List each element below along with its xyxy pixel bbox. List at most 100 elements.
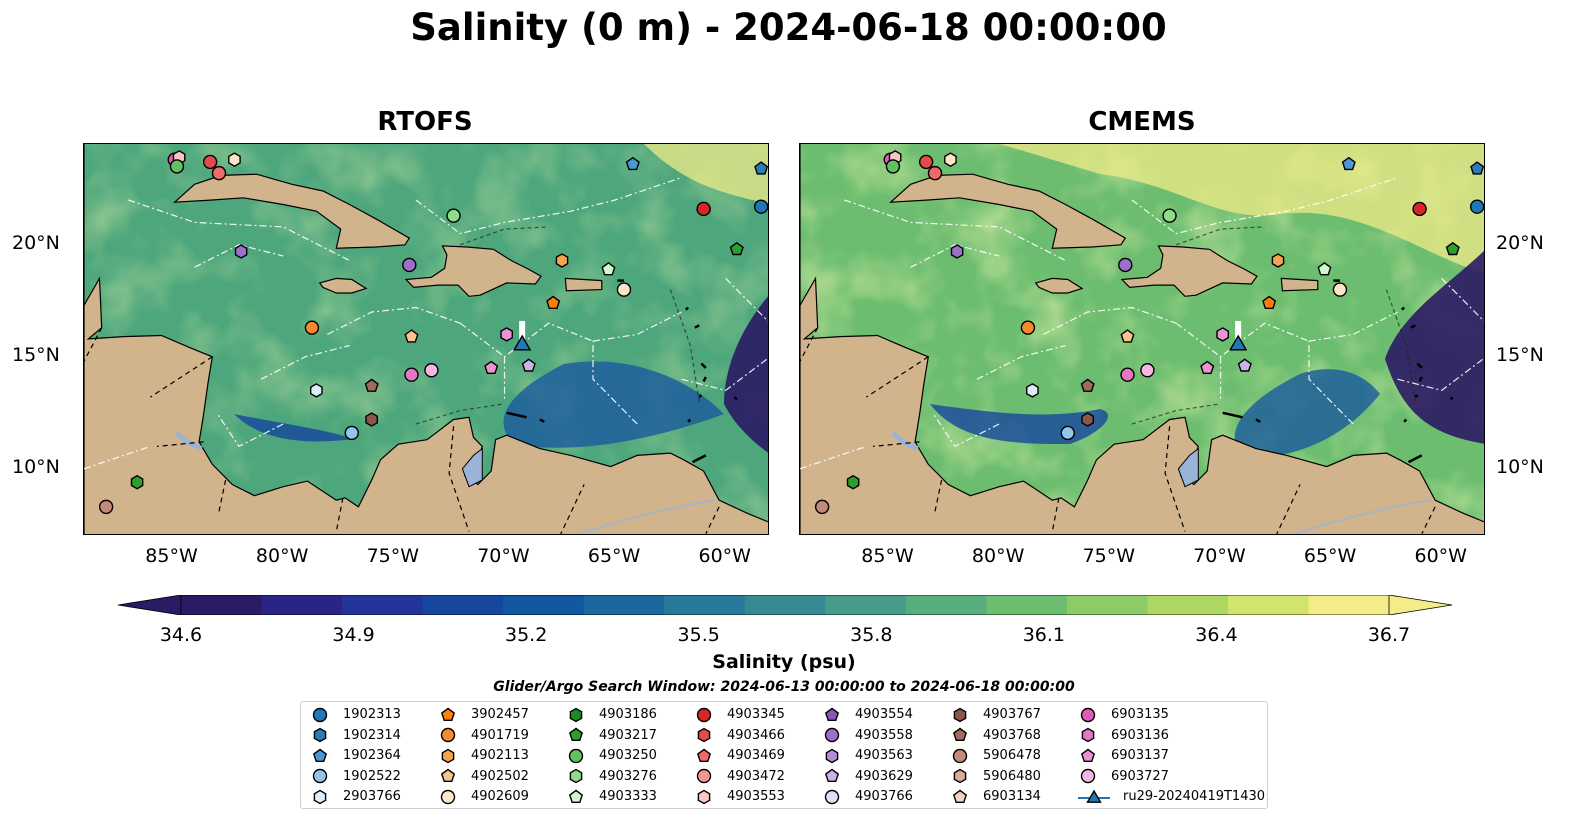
float-marker bbox=[1470, 161, 1484, 175]
float-marker bbox=[625, 156, 640, 171]
legend-item: 3902457 bbox=[437, 705, 529, 724]
panel-title-rtofs: RTOFS bbox=[377, 107, 473, 137]
float-marker bbox=[1060, 425, 1075, 441]
legend-marker bbox=[441, 748, 455, 763]
float-marker bbox=[484, 360, 499, 375]
colorbar-extend-high bbox=[1388, 594, 1453, 616]
legend-label: 4903345 bbox=[727, 707, 785, 722]
float-marker bbox=[234, 244, 248, 259]
float-marker bbox=[500, 327, 513, 342]
colorbar-segment bbox=[583, 595, 665, 615]
country-border bbox=[1276, 484, 1301, 534]
lake-maracaibo bbox=[1177, 447, 1199, 488]
lat-tick-label-left: 10°N bbox=[12, 455, 60, 478]
legend-label: 4903469 bbox=[727, 748, 785, 764]
colorbar-segment bbox=[342, 595, 424, 615]
legend-item: 4903217 bbox=[565, 726, 657, 745]
float-marker bbox=[1412, 201, 1427, 217]
legend-label: 4903250 bbox=[599, 748, 657, 764]
colorbar-tick-label: 35.5 bbox=[677, 624, 720, 646]
legend-item: 4903333 bbox=[565, 787, 657, 806]
colorbar-tick-label: 36.1 bbox=[1022, 624, 1065, 646]
puerto-rico bbox=[1280, 277, 1319, 292]
float-marker bbox=[546, 295, 561, 310]
float-marker bbox=[1118, 257, 1133, 273]
float-marker bbox=[1200, 360, 1215, 375]
float-marker bbox=[1140, 363, 1155, 378]
high-salinity-region bbox=[1000, 144, 1484, 274]
legend-item: 5906480 bbox=[949, 767, 1041, 786]
eez-boundary bbox=[1131, 177, 1398, 235]
float-marker bbox=[754, 161, 768, 175]
float-marker bbox=[696, 201, 711, 217]
float-marker bbox=[1025, 383, 1039, 398]
float-marker bbox=[446, 208, 461, 223]
float-marker bbox=[616, 282, 632, 297]
small-island bbox=[1418, 376, 1423, 382]
float-marker bbox=[1332, 282, 1348, 297]
glider-marker bbox=[1228, 334, 1248, 351]
search-window-note: Glider/Argo Search Window: 2024-06-13 00… bbox=[493, 679, 1075, 695]
legend-label: 6903134 bbox=[983, 789, 1041, 805]
map-panel-cmems[interactable] bbox=[799, 143, 1485, 535]
legend-item: 4903629 bbox=[821, 767, 913, 786]
legend-label: 4903472 bbox=[727, 768, 785, 784]
float-marker bbox=[98, 499, 114, 515]
legend-item: 4903553 bbox=[693, 787, 785, 806]
lon-tick-label: 70°W bbox=[477, 545, 530, 567]
legend-item: 4903768 bbox=[949, 726, 1041, 745]
country-border bbox=[84, 327, 103, 362]
river bbox=[574, 499, 715, 534]
legend-marker bbox=[1081, 727, 1095, 743]
country-border bbox=[560, 484, 585, 534]
small-island bbox=[1403, 418, 1408, 423]
lon-tick-label: 75°W bbox=[1082, 545, 1136, 567]
bathymetry-contour bbox=[1175, 226, 1265, 246]
small-island bbox=[506, 411, 527, 419]
lon-tick-label: 65°W bbox=[1303, 545, 1357, 567]
low-salinity-region-central bbox=[1234, 369, 1380, 457]
float-marker bbox=[918, 154, 934, 170]
legend-label: 4903768 bbox=[983, 727, 1041, 743]
country-border bbox=[872, 441, 920, 447]
legend-item: 1902313 bbox=[309, 705, 401, 724]
legend-marker bbox=[952, 789, 968, 803]
puerto-rico bbox=[564, 277, 603, 292]
low-salinity-region-central bbox=[503, 361, 724, 448]
legend-item: 4901719 bbox=[437, 726, 529, 745]
legend-marker bbox=[696, 707, 712, 722]
legend-marker bbox=[824, 727, 840, 743]
mainland bbox=[800, 144, 1484, 534]
eez-boundary bbox=[910, 244, 1000, 268]
colorbar-tick-label: 34.9 bbox=[332, 624, 375, 646]
float-marker bbox=[1120, 367, 1135, 382]
float-marker bbox=[402, 257, 417, 273]
panel-title-cmems: CMEMS bbox=[1088, 107, 1196, 137]
legend-item: ru29-20240419T1430 bbox=[1077, 787, 1265, 806]
eez-boundary bbox=[194, 244, 284, 268]
colorbar-label: Salinity (psu) bbox=[712, 651, 856, 673]
legend-label: 1902313 bbox=[343, 707, 401, 722]
country-border bbox=[448, 426, 470, 532]
legend-item: 4903472 bbox=[693, 767, 785, 786]
float-marker bbox=[950, 244, 964, 259]
colorbar-tick-label: 36.7 bbox=[1367, 624, 1411, 646]
eez-boundary bbox=[260, 345, 350, 380]
lat-tick-label-left: 20°N bbox=[12, 231, 60, 254]
small-island bbox=[733, 396, 738, 401]
legend-label: 4903766 bbox=[855, 789, 913, 805]
legend-marker bbox=[824, 789, 840, 805]
map-panel-rtofs[interactable] bbox=[83, 143, 769, 535]
legend-marker bbox=[440, 707, 456, 721]
legend-item: 4902502 bbox=[437, 767, 529, 786]
colorbar-segment bbox=[261, 595, 343, 615]
legend-label: 1902364 bbox=[343, 748, 401, 764]
glider-marker bbox=[512, 334, 532, 351]
legend-marker bbox=[1080, 748, 1096, 762]
hispaniola bbox=[404, 245, 542, 297]
legend-marker bbox=[696, 748, 712, 762]
legend-marker bbox=[569, 768, 583, 784]
legend-marker bbox=[440, 789, 456, 805]
mainland bbox=[84, 144, 768, 534]
float-marker bbox=[1080, 378, 1095, 392]
